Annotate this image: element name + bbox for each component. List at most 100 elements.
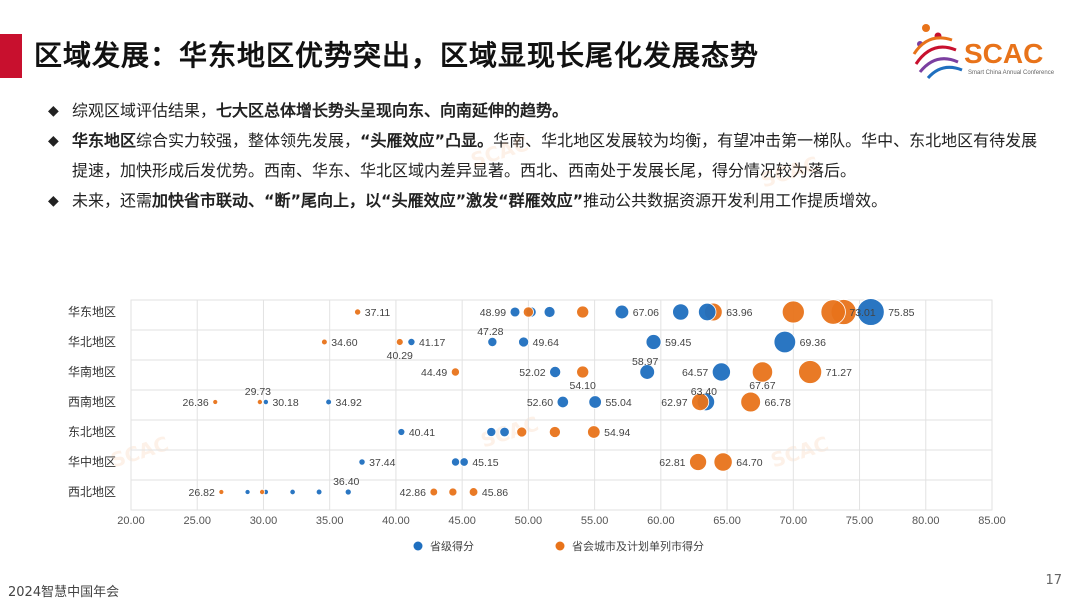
data-label: 67.67 — [749, 380, 775, 392]
data-label: 52.60 — [527, 397, 553, 409]
data-label: 64.70 — [736, 457, 762, 469]
bubble-provincial — [244, 489, 251, 495]
bubble-provincial — [588, 395, 602, 409]
bubble-provincial — [518, 336, 530, 348]
page-number: 17 — [1045, 573, 1062, 588]
bubble-provincial — [549, 366, 562, 378]
grid-row — [130, 329, 993, 361]
bullet-text: 华南、华北地区发展较为均衡，有望冲击第一梯队。华中、东北地区有待发展提速，加快形… — [72, 131, 1038, 180]
bubble-city — [781, 300, 805, 324]
bubble-provincial — [645, 334, 662, 350]
title-accent-bar — [0, 34, 22, 78]
data-label: 62.97 — [661, 397, 687, 409]
bubble-provincial — [451, 457, 461, 467]
data-label: 40.29 — [387, 350, 413, 362]
bubble-city — [516, 426, 528, 438]
bullet-emphasis: 加快省市联动、“断”尾向上，以“头雁效应”激发“群雁效应” — [152, 191, 584, 210]
bubble-provincial — [459, 457, 469, 467]
data-label: 40.41 — [409, 427, 435, 439]
data-label: 64.57 — [682, 367, 708, 379]
data-label: 30.18 — [272, 397, 298, 409]
logo-text: SCAC — [964, 38, 1044, 69]
bubble-provincial — [556, 395, 569, 409]
bubble-chart: 20.00 25.00 30.00 35.00 40.00 45.00 50.00 55.00… — [68, 298, 1006, 553]
bubble-city — [212, 399, 219, 405]
data-label: 45.86 — [482, 487, 508, 499]
bubble-provincial — [499, 426, 510, 438]
diamond-bullet-icon: ◆ — [48, 103, 59, 119]
data-label: 59.45 — [665, 337, 691, 349]
data-label: 47.28 — [477, 326, 503, 338]
data-label: 52.02 — [519, 367, 545, 379]
x-tick-label: 35.00 — [316, 515, 344, 527]
diamond-bullet-icon: ◆ — [48, 133, 59, 149]
data-label: 42.86 — [400, 487, 426, 499]
x-tick-label: 60.00 — [647, 515, 675, 527]
data-label: 63.96 — [726, 307, 752, 319]
x-tick-label: 45.00 — [448, 515, 476, 527]
y-category-label: 华南地区 — [68, 364, 116, 379]
bullet-list: ◆ 综观区域评估结果，七大区总体增长势头呈现向东、向南延伸的趋势。 ◆ 华东地区综合实… — [48, 96, 1038, 216]
bubble-provincial — [543, 306, 556, 318]
x-tick-label: 30.00 — [250, 515, 278, 527]
data-label: 55.04 — [605, 397, 631, 409]
data-label: 37.44 — [369, 457, 395, 469]
data-label: 37.11 — [365, 307, 391, 319]
bubble-city — [256, 399, 263, 405]
bullet-text: 推动公共数据资源开发利用工作提质增效。 — [583, 191, 888, 210]
data-label: 45.15 — [472, 457, 498, 469]
bubble-city — [713, 452, 733, 472]
bullet-text: 未来，还需 — [72, 191, 153, 210]
data-label: 73.01 — [849, 307, 875, 319]
data-label: 34.60 — [331, 337, 357, 349]
data-label: 41.17 — [419, 337, 445, 349]
bubble-city — [218, 489, 225, 495]
bubble-city — [798, 360, 823, 384]
bubble-provincial — [711, 362, 731, 382]
bubble-city — [576, 305, 590, 319]
y-category-label: 东北地区 — [68, 425, 116, 439]
data-label: 49.64 — [533, 337, 559, 349]
data-label: 54.94 — [604, 427, 630, 439]
data-label: 69.36 — [800, 337, 826, 349]
bubble-provincial — [509, 306, 521, 318]
bubble-provincial — [698, 302, 717, 322]
data-label: 54.10 — [570, 380, 596, 392]
x-tick-label: 65.00 — [713, 515, 741, 527]
bullet-item: ◆ 华东地区综合实力较强，整体领先发展，“头雁效应”凸显。华南、华北地区发展较为均… — [48, 126, 1038, 186]
bubble-city — [522, 306, 534, 318]
bullet-text: 综合实力较强，整体领先发展， — [136, 131, 361, 150]
bubble-provincial — [358, 458, 366, 466]
grid-row — [130, 449, 993, 481]
data-label: 62.81 — [659, 457, 685, 469]
grid-row — [130, 479, 993, 511]
bullet-text: 综观区域评估结果， — [72, 101, 217, 120]
legend-marker-icon — [413, 541, 423, 551]
data-label: 75.85 — [888, 307, 914, 319]
bubble-city — [740, 391, 761, 413]
bullet-emphasis: “头雁效应”凸显。 — [360, 131, 494, 150]
bullet-item: ◆ 综观区域评估结果，七大区总体增长势头呈现向东、向南延伸的趋势。 — [48, 96, 1038, 126]
data-label: 26.82 — [189, 487, 215, 499]
footer-text: 2024智慧中国年会 — [8, 585, 120, 600]
bubble-provincial — [397, 428, 406, 436]
data-label: 63.40 — [691, 386, 717, 398]
bubble-city — [448, 487, 458, 497]
data-label: 44.49 — [421, 367, 447, 379]
x-tick-label: 25.00 — [183, 515, 211, 527]
bubble-city — [820, 299, 846, 325]
y-category-label: 华北地区 — [68, 335, 116, 349]
bubble-city — [354, 308, 362, 316]
bubble-provincial — [672, 303, 690, 321]
x-tick-label: 85.00 — [978, 515, 1006, 527]
x-tick-label: 55.00 — [581, 515, 609, 527]
data-label: 58.97 — [632, 356, 658, 368]
scac-logo-icon — [912, 24, 963, 80]
bubble-city — [450, 367, 460, 377]
diamond-bullet-icon: ◆ — [48, 193, 59, 209]
bubble-provincial — [315, 488, 323, 496]
bubble-provincial — [856, 298, 885, 326]
data-label: 36.40 — [333, 476, 359, 488]
bubble-provincial — [407, 337, 416, 347]
bubble-city — [689, 453, 708, 471]
